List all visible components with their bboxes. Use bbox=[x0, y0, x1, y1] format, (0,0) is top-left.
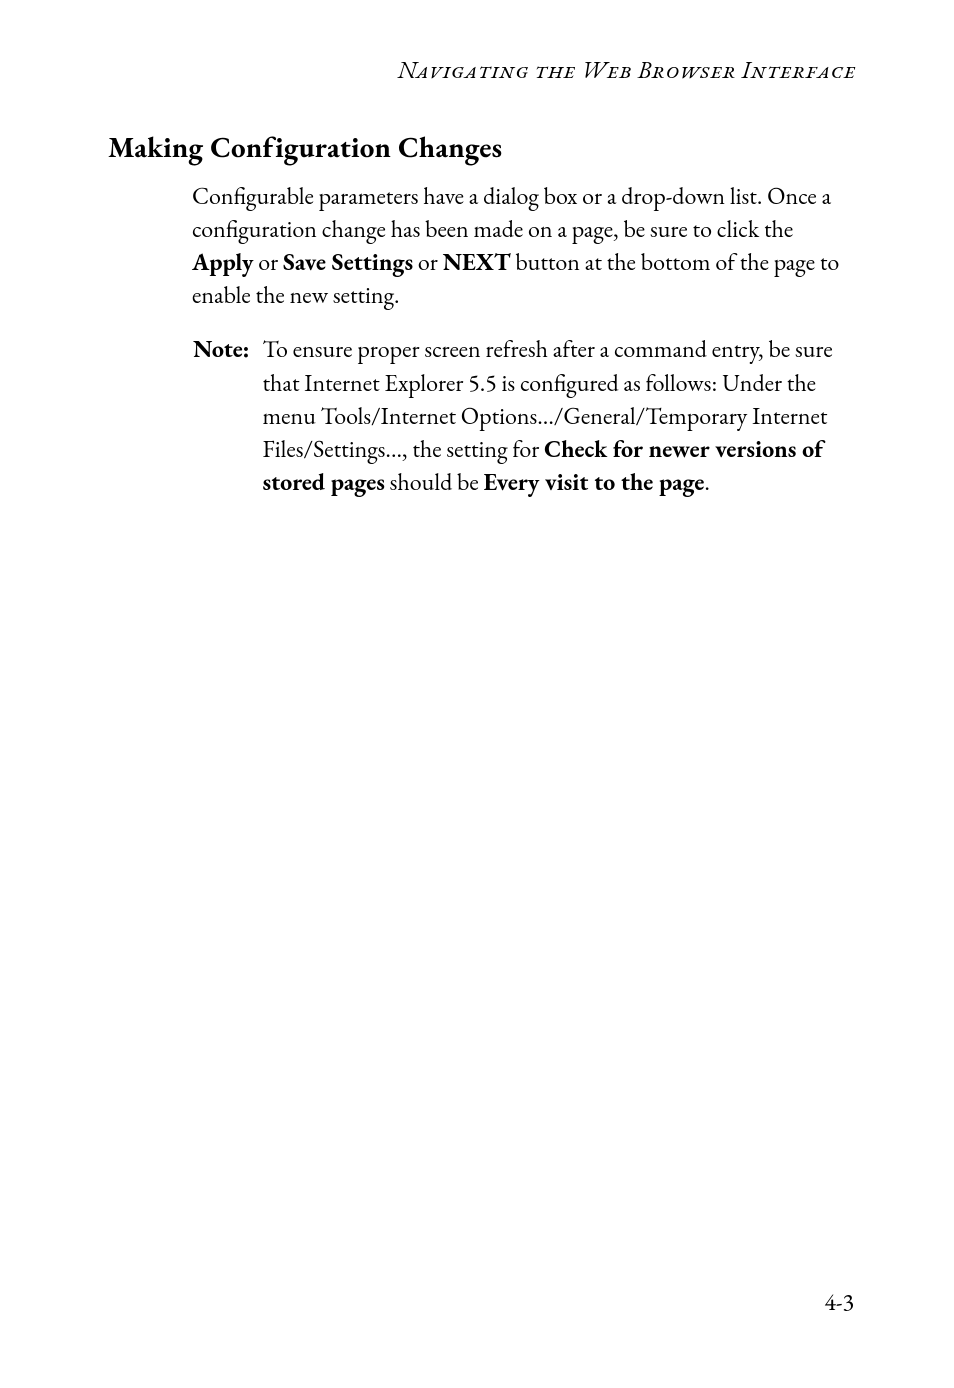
note-body: To ensure proper screen refresh after a … bbox=[261, 332, 856, 500]
page-container: Navigating the Web Browser Interface Mak… bbox=[0, 0, 954, 1388]
running-head: Navigating the Web Browser Interface bbox=[108, 55, 856, 86]
para1-bold-save-settings: Save Settings bbox=[283, 247, 413, 278]
para1-segment-c: or bbox=[253, 247, 283, 278]
section-title: Making Configuration Changes bbox=[108, 128, 856, 166]
para1-bold-next: NEXT bbox=[443, 247, 511, 278]
note-segment-d: . bbox=[704, 467, 710, 498]
para1-segment-d: or bbox=[413, 247, 443, 278]
note-block: Note: To ensure proper screen refresh af… bbox=[192, 332, 856, 500]
note-table: Note: To ensure proper screen refresh af… bbox=[192, 332, 856, 500]
note-segment-c: should be bbox=[385, 467, 484, 498]
para1-segment-a: Configurable parameters have a dialog bo… bbox=[192, 181, 831, 245]
note-bold-every-visit: Every visit to the page bbox=[484, 467, 705, 498]
note-label: Note: bbox=[192, 332, 261, 500]
intro-paragraph: Configurable parameters have a dialog bo… bbox=[192, 180, 856, 312]
para1-bold-apply: Apply bbox=[192, 247, 253, 278]
page-number: 4-3 bbox=[824, 1287, 854, 1318]
